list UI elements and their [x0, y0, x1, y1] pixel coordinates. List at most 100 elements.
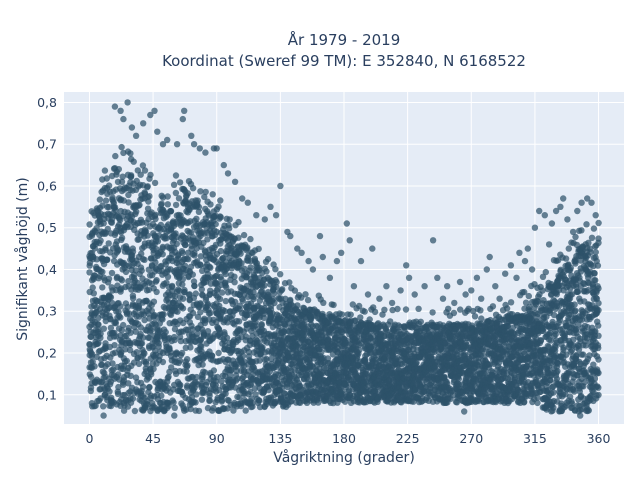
data-point — [163, 329, 169, 335]
data-point — [250, 296, 256, 302]
data-point — [243, 407, 249, 413]
data-point — [218, 248, 224, 254]
data-point — [199, 397, 205, 403]
data-point — [153, 277, 159, 283]
data-point — [139, 340, 145, 346]
data-point — [103, 197, 109, 203]
data-point — [106, 276, 112, 282]
data-point — [179, 389, 185, 395]
data-point — [226, 225, 232, 231]
data-point — [256, 397, 262, 403]
data-point — [177, 357, 183, 363]
data-point — [174, 241, 180, 247]
data-point — [158, 393, 164, 399]
data-point — [193, 290, 199, 296]
data-point — [223, 298, 229, 304]
data-point — [217, 213, 223, 219]
data-point — [294, 302, 300, 308]
data-point — [534, 314, 540, 320]
data-point — [199, 361, 205, 367]
data-point — [172, 405, 178, 411]
data-point — [266, 387, 272, 393]
data-point — [180, 296, 186, 302]
data-point — [145, 232, 151, 238]
data-point — [199, 286, 205, 292]
data-point — [179, 281, 185, 287]
data-point — [236, 318, 242, 324]
data-point — [97, 237, 103, 243]
data-point — [143, 361, 149, 367]
data-point — [101, 326, 107, 332]
data-point — [117, 303, 123, 309]
data-point — [231, 279, 237, 285]
data-point — [152, 212, 158, 218]
data-point — [130, 295, 136, 301]
data-point — [217, 296, 223, 302]
data-point — [108, 294, 114, 300]
data-point — [207, 310, 213, 316]
data-point — [170, 399, 176, 405]
data-point — [184, 356, 190, 362]
data-point — [106, 182, 112, 188]
data-point — [160, 359, 166, 365]
data-point — [203, 382, 209, 388]
data-point — [141, 257, 147, 263]
data-point — [249, 403, 255, 409]
data-point — [91, 363, 97, 369]
data-point — [191, 252, 197, 258]
data-point — [171, 334, 177, 340]
data-point — [123, 269, 129, 275]
data-point — [97, 196, 103, 202]
data-point — [240, 353, 246, 359]
data-point — [215, 350, 221, 356]
data-point — [148, 327, 154, 333]
data-point — [179, 250, 185, 256]
data-point — [165, 201, 171, 207]
data-point — [176, 381, 182, 387]
data-point — [99, 269, 105, 275]
data-point — [117, 314, 123, 320]
data-point — [190, 271, 196, 277]
data-point — [119, 235, 125, 241]
data-point — [91, 290, 97, 296]
data-point — [191, 283, 197, 289]
data-point — [231, 274, 237, 280]
data-point — [151, 299, 157, 305]
data-point — [534, 394, 540, 400]
data-point — [120, 322, 126, 328]
data-point — [165, 375, 171, 381]
data-point — [136, 202, 142, 208]
data-point — [362, 357, 368, 363]
data-point — [106, 240, 112, 246]
data-point — [119, 277, 125, 283]
data-point — [115, 247, 121, 253]
data-point — [184, 363, 190, 369]
data-point — [206, 398, 212, 404]
data-point — [152, 259, 158, 265]
data-point — [128, 172, 134, 178]
data-point — [193, 391, 199, 397]
data-point — [111, 342, 117, 348]
data-point — [145, 183, 151, 189]
data-point — [146, 193, 152, 199]
data-point — [196, 209, 202, 215]
data-point — [141, 350, 147, 356]
data-point — [179, 350, 185, 356]
data-point — [160, 311, 166, 317]
data-point — [119, 179, 125, 185]
data-point — [279, 286, 285, 292]
data-point — [207, 265, 213, 271]
data-point — [205, 300, 211, 306]
data-point — [160, 251, 166, 257]
data-point — [88, 388, 94, 394]
data-point — [158, 201, 164, 207]
data-point — [194, 331, 200, 337]
data-point — [97, 335, 103, 341]
data-point — [192, 399, 198, 405]
data-point — [116, 166, 122, 172]
data-point — [146, 384, 152, 390]
data-point — [124, 358, 130, 364]
data-point — [168, 208, 174, 214]
